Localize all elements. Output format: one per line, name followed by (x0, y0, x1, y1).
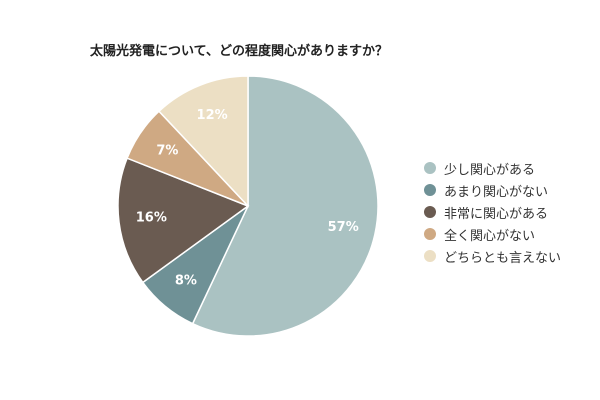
legend-swatch-2 (424, 206, 436, 218)
legend-item-1: あまり関心がない (424, 180, 561, 200)
pie-slice-4 (157, 75, 249, 208)
legend-label-2: 非常に関心がある (444, 206, 549, 222)
chart-title: 太陽光発電について、どの程度関心がありますか？ (90, 44, 388, 59)
legend-swatch-3 (424, 228, 436, 240)
legend-swatch-1 (424, 184, 436, 196)
legend-swatch-0 (424, 162, 436, 174)
legend-label-4: どちらとも言えない (444, 250, 562, 266)
legend-swatch-4 (424, 250, 436, 262)
legend-label-1: あまり関心がない (444, 184, 549, 200)
legend-label-3: 全く関心がない (444, 228, 536, 244)
slice-value-label-1: 8% (175, 274, 197, 289)
legend: 少し関心がある あまり関心がない 非常に関心がある 全く関心がないどちらとも言えない (424, 158, 561, 268)
legend-label-0: 少し関心がある (444, 162, 536, 178)
legend-item-3: 全く関心がない (424, 224, 561, 244)
slice-value-label-4: 12% (197, 108, 228, 123)
legend-item-0: 少し関心がある (424, 158, 561, 178)
slice-value-label-0: 57% (328, 220, 359, 235)
pie-slice-2 (117, 157, 250, 284)
legend-item-4: どちらとも言えない (424, 246, 561, 266)
legend-item-2: 非常に関心がある (424, 202, 561, 222)
slice-value-label-2: 16% (136, 211, 167, 226)
slice-value-label-3: 7% (156, 144, 178, 159)
pie-slice-0 (191, 75, 379, 337)
